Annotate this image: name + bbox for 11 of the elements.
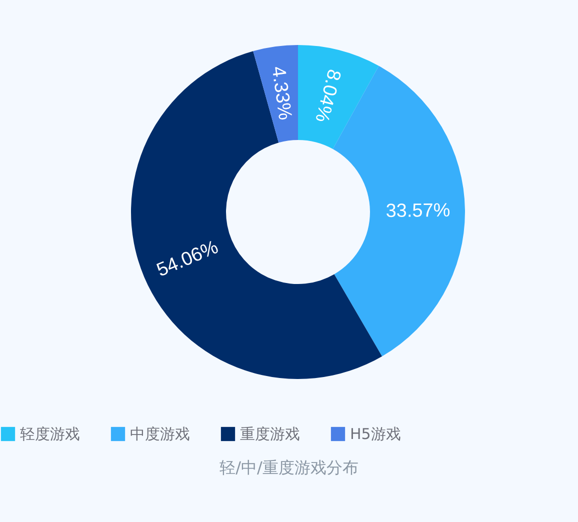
data-label: 8.04%: [310, 66, 344, 124]
data-label: 33.57%: [386, 200, 450, 222]
text: 轻/中/重度游戏分布: [220, 458, 358, 477]
data-label: 4.33%: [267, 65, 296, 122]
donut-slice: [253, 45, 298, 143]
legend-label: H5游戏: [350, 425, 401, 443]
legend-label: 重度游戏: [240, 425, 300, 443]
donut-slice: [131, 51, 382, 379]
donut-slice: [298, 45, 379, 149]
legend-label: 中度游戏: [130, 425, 190, 443]
legend-label: 轻度游戏: [20, 425, 80, 443]
